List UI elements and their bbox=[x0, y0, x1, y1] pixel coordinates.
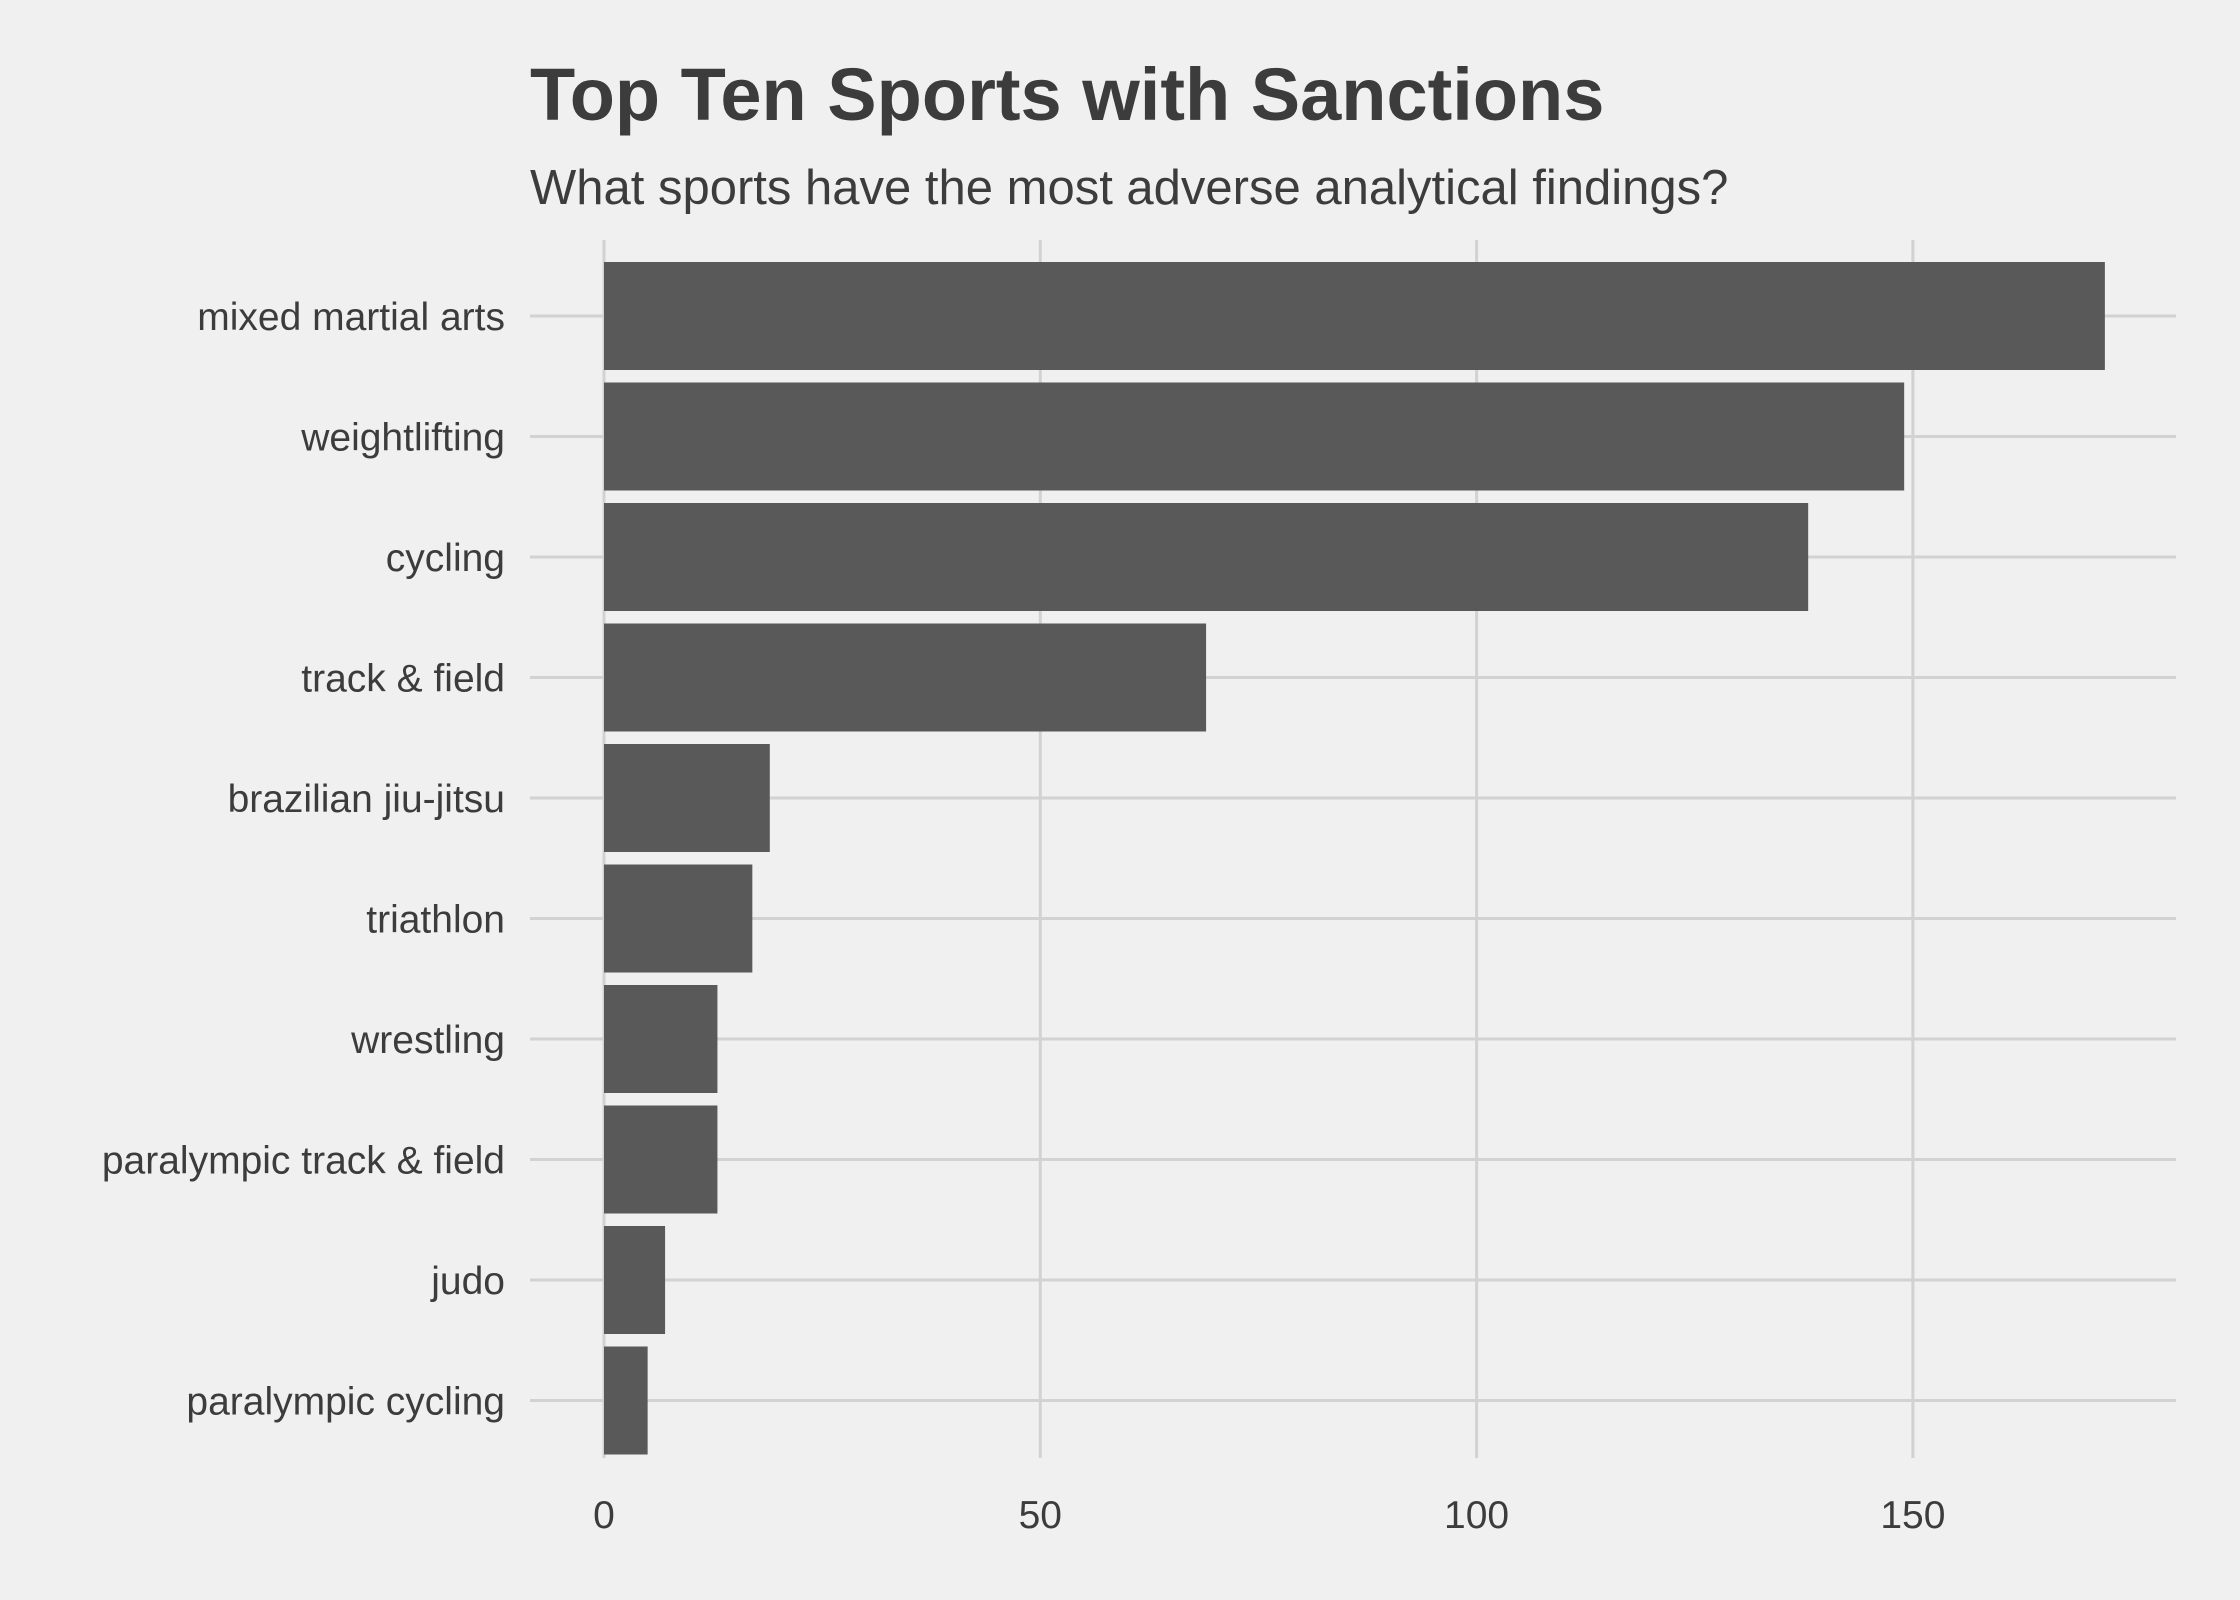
bar bbox=[604, 1226, 666, 1334]
category-label: cycling bbox=[386, 537, 505, 580]
bar bbox=[604, 985, 718, 1093]
category-label: brazilian jiu-jitsu bbox=[228, 778, 505, 821]
bar bbox=[604, 1105, 718, 1214]
category-label: judo bbox=[430, 1260, 505, 1303]
bars bbox=[604, 262, 2105, 1455]
bar bbox=[604, 744, 770, 852]
category-label: paralympic cycling bbox=[186, 1381, 505, 1424]
chart-subtitle: What sports have the most adverse analyt… bbox=[530, 161, 1729, 215]
category-label: weightlifting bbox=[300, 417, 505, 460]
category-labels: mixed martial arts weightlifting cycling tr… bbox=[102, 296, 505, 1424]
bar bbox=[604, 382, 1905, 491]
bar bbox=[604, 503, 1809, 611]
chart-title: Top Ten Sports with Sanctions bbox=[530, 53, 1605, 136]
bar bbox=[604, 1346, 648, 1455]
category-label: track & field bbox=[301, 658, 505, 701]
category-label: wrestling bbox=[350, 1019, 505, 1062]
category-label: mixed martial arts bbox=[197, 296, 505, 339]
x-tick-label: 50 bbox=[1019, 1494, 1062, 1537]
category-label: paralympic track & field bbox=[102, 1140, 505, 1183]
x-tick-label: 150 bbox=[1880, 1494, 1945, 1537]
x-tick-label: 0 bbox=[593, 1494, 615, 1537]
x-tick-label: 100 bbox=[1444, 1494, 1509, 1537]
x-axis-tick-labels: 0 50 100 150 bbox=[593, 1494, 1945, 1537]
bar bbox=[604, 262, 2105, 370]
bar bbox=[604, 623, 1207, 732]
bar bbox=[604, 864, 753, 973]
category-label: triathlon bbox=[366, 899, 505, 942]
